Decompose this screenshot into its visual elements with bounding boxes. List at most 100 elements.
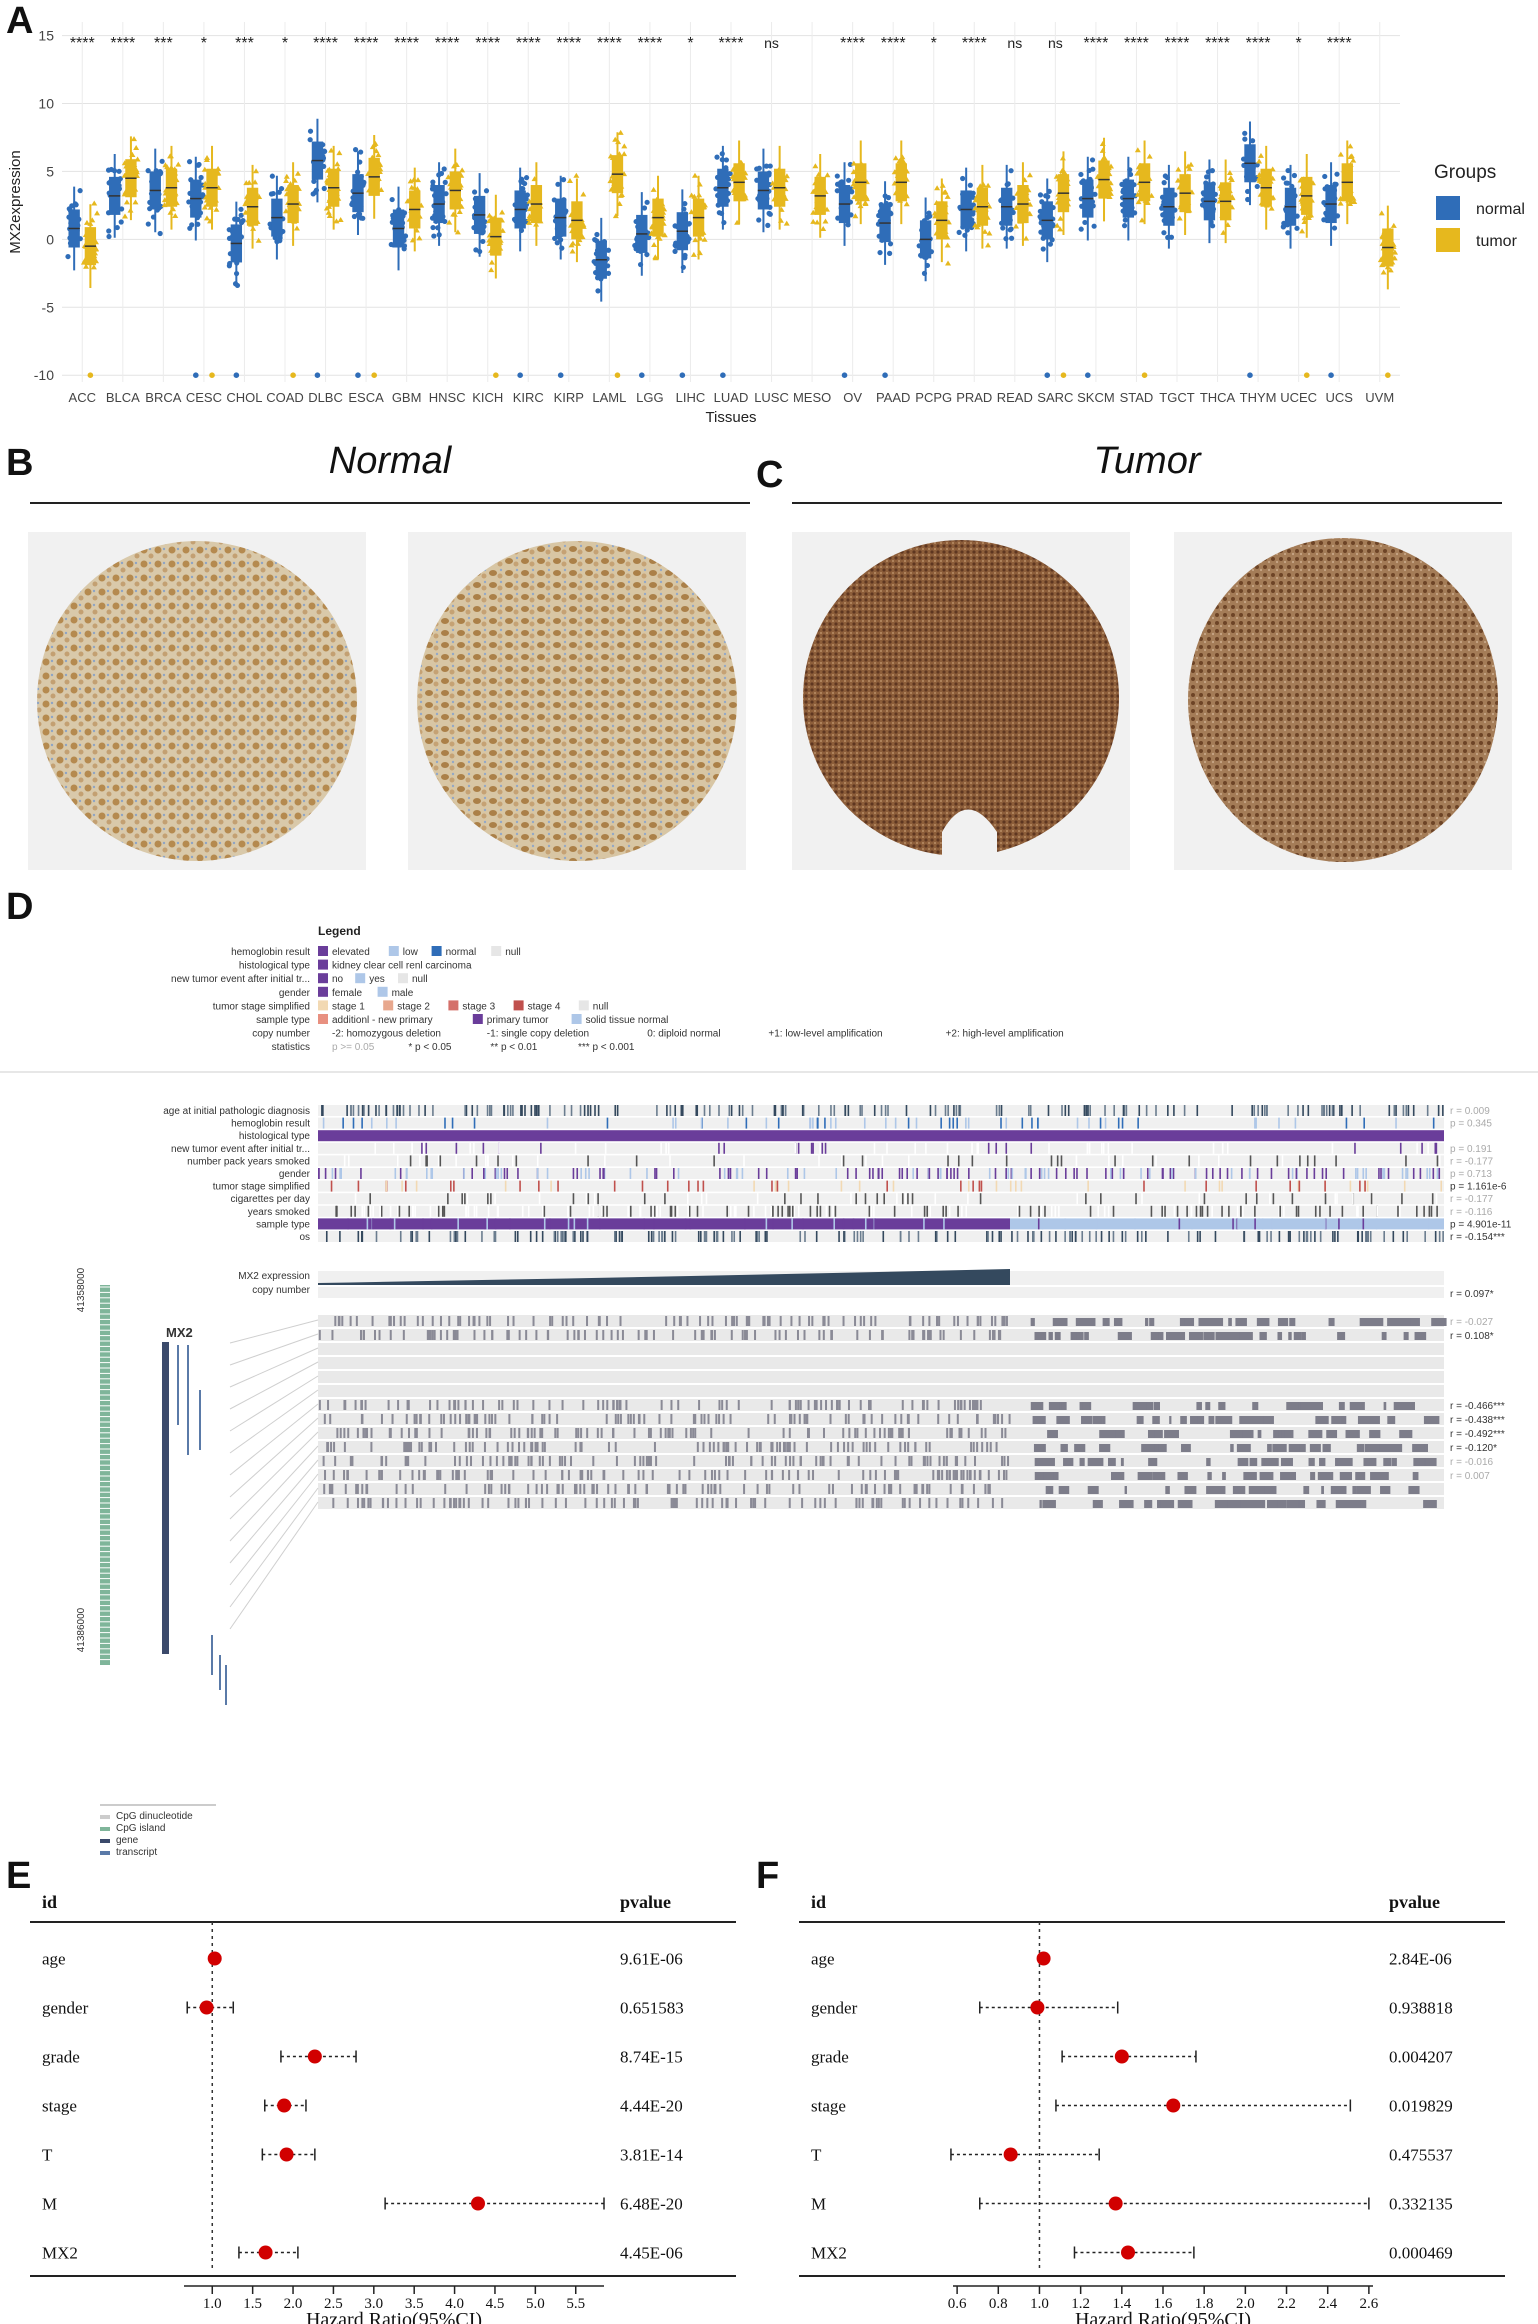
forest-row-pvalue: 8.74E-15 [620,2048,683,2067]
data-point [1026,172,1033,178]
data-point [1204,174,1210,180]
methylation-cell [457,1316,460,1326]
forest-id-header: id [811,1892,826,1912]
track-cell [959,1105,962,1116]
track-cell [1405,1168,1407,1179]
track-cell [955,1105,958,1116]
methylation-cell [788,1414,791,1424]
data-point [269,173,275,179]
track-cell [1031,1117,1033,1129]
methylation-cell [1396,1318,1411,1326]
data-point [1347,143,1354,149]
forest-row-pvalue: 6.48E-20 [620,2195,683,2214]
methylation-cell [1330,1486,1347,1494]
forest-row-id: M [42,2195,57,2214]
methylation-cell [792,1484,795,1494]
track-cell [1375,1218,1378,1230]
track-cell [1183,1105,1186,1116]
methylation-cell [464,1400,467,1410]
forest-row-id: T [811,2146,822,2165]
x-tick-label: READ [997,390,1033,405]
methylation-cell [1251,1472,1257,1480]
track-cell [1321,1105,1323,1116]
methylation-cell [1248,1486,1265,1494]
outlier-point [720,372,726,379]
track-cell [562,1231,564,1242]
data-point [1209,168,1215,174]
methylation-cell [565,1316,568,1326]
track-cell [487,1205,490,1217]
track-cell [475,1205,478,1217]
methylation-cell [725,1442,728,1452]
data-point [268,191,275,197]
methylation-cell [465,1484,468,1494]
track-cell [1054,1205,1057,1217]
methylation-cell [323,1414,326,1424]
legend-row-item: no [332,974,344,985]
track-cell [971,1142,973,1154]
track-cell [1269,1193,1271,1205]
data-point [591,258,597,265]
track-cell [947,1155,949,1167]
track-cell [1188,1155,1191,1167]
track-cell [1342,1168,1345,1179]
methylation-cell [632,1414,635,1424]
track-cell [418,1105,420,1116]
methylation-cell [355,1316,358,1326]
track-cell [830,1105,832,1116]
track-cell [1198,1193,1201,1205]
methylation-cell [737,1400,740,1410]
methylation-cell [647,1428,650,1438]
probe-connector [229,1501,319,1630]
hazard-ratio-point [1166,2098,1181,2113]
methylation-cell [819,1456,822,1466]
methylation-cell [670,1414,673,1424]
methylation-cell [1215,1416,1229,1424]
methylation-row [318,1413,1444,1425]
track-cell [1076,1193,1079,1205]
x-tick-label: 1.0 [203,2296,222,2312]
methylation-cell [1030,1318,1035,1326]
track-cell [1015,1180,1017,1192]
methylation-cell [405,1442,408,1452]
track-cell [883,1193,886,1205]
methylation-cell [860,1484,863,1494]
track-cell [1426,1105,1429,1116]
track-label: hemoglobin result [231,1119,310,1130]
methylation-cell [424,1456,427,1466]
track-cell [318,1168,320,1179]
methylation-cell [465,1456,468,1466]
methylation-row [318,1385,1444,1397]
methylation-cell [587,1470,590,1480]
track-cell [1243,1231,1245,1242]
track-cell [635,1155,638,1167]
track-bar [318,1155,1444,1167]
track-cell [557,1180,559,1192]
methylation-cell [621,1330,624,1340]
methylation-cell [540,1484,543,1494]
track-cell [414,1205,416,1217]
methylation-cell [1182,1416,1187,1424]
track-cell [521,1105,523,1116]
probe-connector [229,1389,319,1454]
track-cell [925,1142,927,1154]
track-cell [718,1142,720,1154]
track-cell [535,1231,538,1242]
track-cell [934,1231,937,1242]
track-cell [872,1168,874,1179]
methylation-cell [779,1316,782,1326]
track-cell [658,1231,660,1242]
track-cell [1329,1205,1331,1217]
track-cell [554,1231,557,1242]
track-cell [735,1205,737,1217]
outlier-point [639,372,645,379]
legend-row-item: stage 2 [397,1001,430,1012]
track-cell [1319,1205,1321,1217]
outlier-point [1060,372,1067,379]
data-point [903,201,910,207]
track-cell [360,1168,362,1179]
legend-row-item: stage 1 [332,1001,365,1012]
track-cell [1089,1105,1091,1116]
x-tick-label: PRAD [956,390,992,405]
methylation-cell [857,1456,860,1466]
